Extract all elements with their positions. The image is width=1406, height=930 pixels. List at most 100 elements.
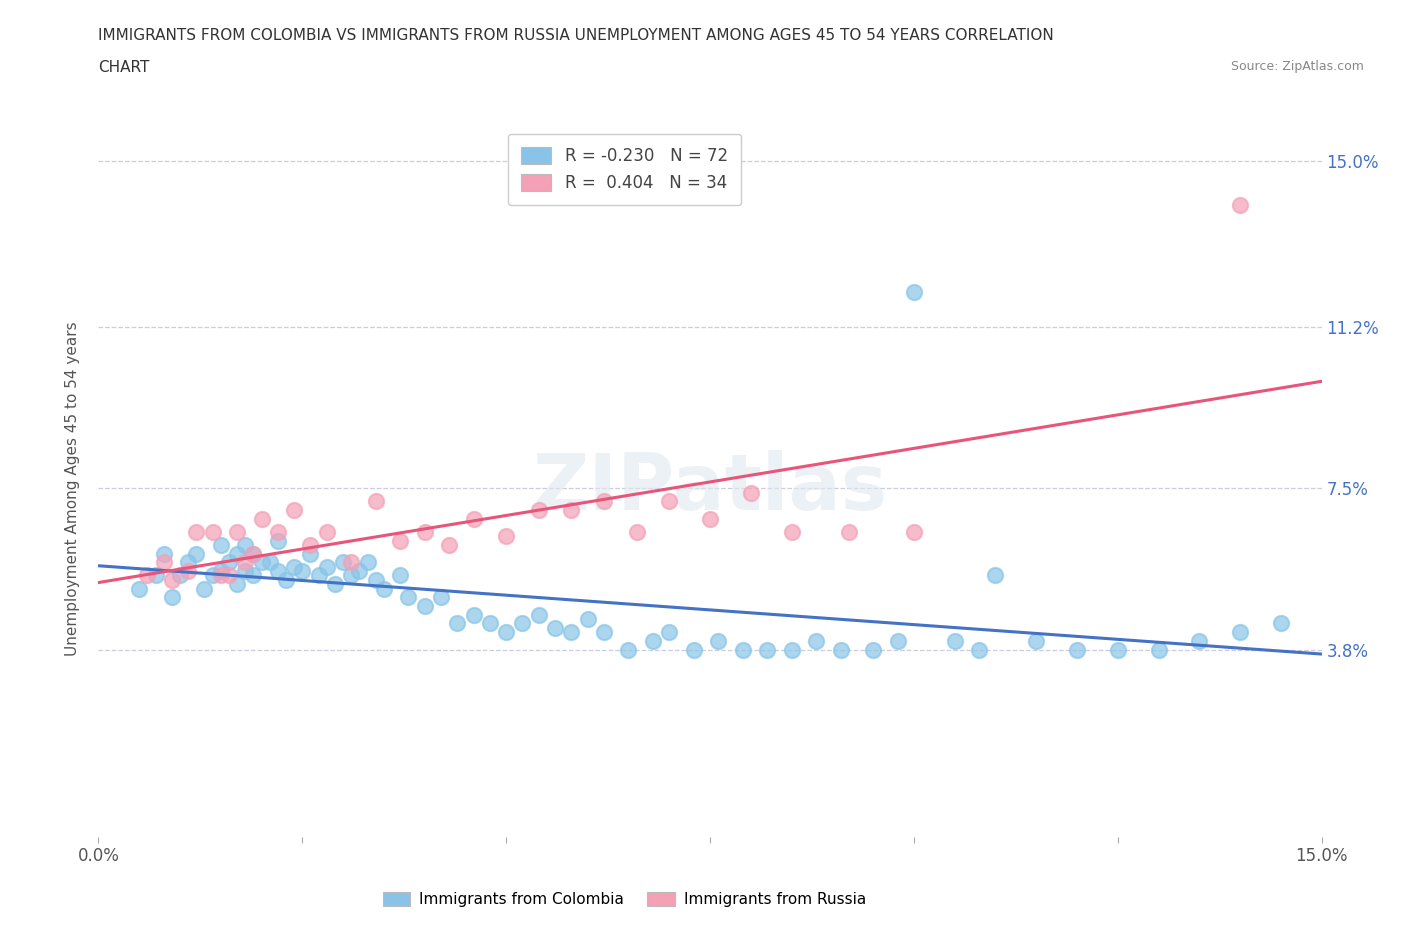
Point [626,525,648,539]
Point [463,607,485,622]
Point [396,590,419,604]
Point [699,512,721,526]
Point [903,285,925,299]
Point [259,555,281,570]
Legend: Immigrants from Colombia, Immigrants from Russia: Immigrants from Colombia, Immigrants fro… [377,885,872,913]
Point [233,538,256,552]
Point [463,512,485,526]
Point [478,616,501,631]
Point [299,538,322,552]
Point [209,568,232,583]
Point [283,502,305,517]
Point [943,633,966,648]
Point [1147,642,1170,657]
Point [218,568,240,583]
Point [1229,625,1251,640]
Point [332,555,354,570]
Point [1188,633,1211,648]
Point [242,568,264,583]
Point [544,620,567,635]
Text: ZIPatlas: ZIPatlas [533,450,887,526]
Point [186,525,208,539]
Point [780,525,803,539]
Point [364,494,387,509]
Point [136,568,159,583]
Point [1229,197,1251,212]
Point [512,616,534,631]
Text: CHART: CHART [98,60,150,75]
Point [250,512,273,526]
Point [349,564,371,578]
Point [527,502,550,517]
Point [804,633,827,648]
Point [658,494,681,509]
Point [389,568,412,583]
Point [226,525,249,539]
Point [218,555,240,570]
Point [903,525,925,539]
Point [193,581,215,596]
Point [299,546,322,561]
Point [226,577,249,591]
Point [413,525,436,539]
Point [560,502,582,517]
Point [830,642,852,657]
Point [177,564,200,578]
Point [1066,642,1088,657]
Point [740,485,762,500]
Point [780,642,803,657]
Point [658,625,681,640]
Point [413,599,436,614]
Point [593,625,616,640]
Y-axis label: Unemployment Among Ages 45 to 54 years: Unemployment Among Ages 45 to 54 years [65,321,80,656]
Point [201,525,224,539]
Point [862,642,884,657]
Point [315,559,337,574]
Text: Source: ZipAtlas.com: Source: ZipAtlas.com [1230,60,1364,73]
Point [315,525,337,539]
Point [267,564,290,578]
Point [201,568,224,583]
Point [209,538,232,552]
Point [250,555,273,570]
Point [308,568,330,583]
Point [731,642,754,657]
Point [430,590,453,604]
Point [128,581,150,596]
Point [838,525,860,539]
Point [267,533,290,548]
Point [283,559,305,574]
Point [160,590,183,604]
Point [242,546,264,561]
Point [340,568,363,583]
Point [560,625,582,640]
Point [340,555,363,570]
Point [177,555,200,570]
Point [984,568,1007,583]
Point [495,529,517,544]
Point [617,642,640,657]
Point [186,546,208,561]
Point [291,564,314,578]
Point [389,533,412,548]
Point [267,525,290,539]
Point [527,607,550,622]
Point [169,568,191,583]
Point [209,564,232,578]
Point [437,538,460,552]
Point [323,577,346,591]
Point [446,616,468,631]
Point [576,612,599,627]
Point [274,572,297,587]
Point [145,568,167,583]
Point [233,555,256,570]
Point [226,546,249,561]
Point [707,633,730,648]
Point [152,555,174,570]
Point [1107,642,1129,657]
Point [593,494,616,509]
Point [160,572,183,587]
Point [356,555,378,570]
Point [682,642,704,657]
Point [233,564,256,578]
